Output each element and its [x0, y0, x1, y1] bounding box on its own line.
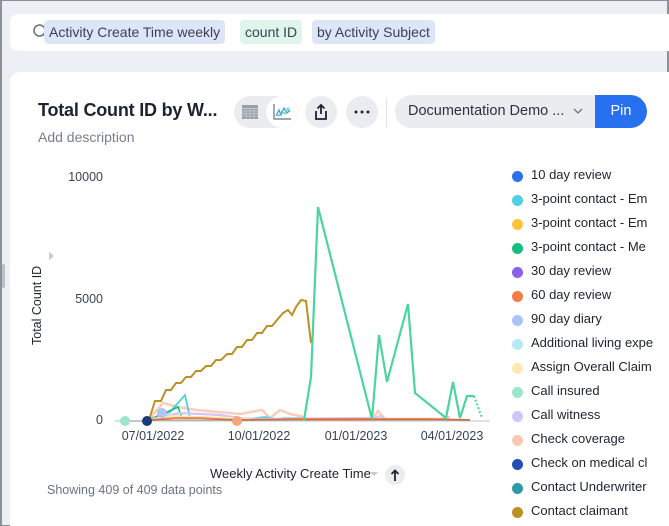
legend-dot-icon — [512, 339, 523, 350]
answer-card: Total Count ID by W... Add description — [10, 72, 669, 526]
series-call-witness — [147, 411, 386, 422]
view-toggle — [234, 96, 298, 128]
legend-item[interactable]: Contact Underwriter — [505, 478, 669, 502]
y-axis-menu-caret-icon[interactable] — [49, 252, 54, 260]
table-icon — [242, 105, 258, 119]
legend-dot-icon — [512, 219, 523, 230]
chevron-down-icon — [573, 108, 583, 114]
legend-dot-icon — [512, 195, 523, 206]
legend-dot-icon — [512, 267, 523, 278]
more-icon — [354, 110, 370, 114]
legend-label: Call insured — [531, 383, 600, 398]
search-token-group-by[interactable]: by Activity Subject — [312, 20, 435, 44]
marker-60-day-review — [232, 416, 242, 426]
x-tick-4: 04/01/2023 — [420, 429, 484, 443]
legend-item[interactable]: 30 day review — [505, 262, 669, 286]
chart-legend: 10 day review 3-point contact - Em 3-poi… — [505, 166, 669, 526]
legend-dot-icon — [512, 459, 523, 470]
legend-label: 60 day review — [531, 287, 612, 302]
sort-ascending-button[interactable] — [385, 465, 405, 485]
search-bar[interactable]: Activity Create Time weekly count ID by … — [10, 14, 669, 51]
legend-item[interactable]: 3-point contact - Em — [505, 214, 669, 238]
legend-item[interactable]: Contact claimant — [505, 502, 669, 526]
series-call-insured-partial — [473, 395, 483, 419]
legend-dot-icon — [512, 507, 523, 518]
more-options-button[interactable] — [346, 96, 378, 128]
legend-dot-icon — [512, 363, 523, 374]
line-chart-icon — [273, 104, 291, 120]
marker-check-on-medical — [142, 416, 152, 426]
legend-item[interactable]: 10 day review — [505, 166, 669, 190]
legend-label: 3-point contact - Em — [531, 191, 648, 206]
legend-item[interactable]: 3-point contact - Me — [505, 238, 669, 262]
legend-dot-icon — [512, 483, 523, 494]
legend-label: Contact claimant — [531, 503, 628, 518]
legend-label: Assign Overall Claim — [531, 359, 652, 374]
legend-label: 90 day diary — [531, 311, 602, 326]
y-tick-0: 0 — [96, 413, 103, 427]
marker-call-insured — [120, 416, 130, 426]
legend-dot-icon — [512, 315, 523, 326]
x-tick-1: 07/01/2022 — [121, 429, 185, 443]
legend-dot-icon — [512, 171, 523, 182]
window-border-left — [0, 0, 2, 526]
x-tick-3: 01/01/2023 — [324, 429, 388, 443]
legend-item[interactable]: Call witness — [505, 406, 669, 430]
arrow-up-icon — [390, 469, 400, 481]
share-icon — [315, 104, 327, 120]
y-tick-5000: 5000 — [75, 292, 103, 306]
series-contact-claimant — [148, 298, 312, 421]
panel-resize-handle[interactable] — [2, 264, 5, 288]
chart-view-button[interactable] — [266, 96, 298, 128]
answer-title[interactable]: Total Count ID by W... — [38, 100, 218, 120]
legend-item[interactable]: Additional living expe — [505, 334, 669, 358]
series-check-coverage — [147, 401, 451, 422]
legend-label: Check coverage — [531, 431, 625, 446]
legend-label: Contact Underwriter — [531, 479, 647, 494]
x-axis-menu-caret-icon[interactable] — [370, 472, 378, 476]
liveboard-select-value: Documentation Demo ... — [408, 103, 565, 119]
liveboard-select[interactable]: Documentation Demo ... — [395, 95, 601, 128]
legend-label: Call witness — [531, 407, 601, 422]
legend-dot-icon — [512, 243, 523, 254]
legend-label: Check on medical cl — [531, 455, 648, 470]
pin-button[interactable]: Pin — [595, 95, 647, 128]
legend-item[interactable]: Call insured — [505, 382, 669, 406]
share-button[interactable] — [305, 96, 337, 128]
legend-item[interactable]: Check on medical cl — [505, 454, 669, 478]
window-border-top — [0, 0, 669, 1]
series-call-insured — [302, 206, 474, 421]
legend-item[interactable]: Check coverage — [505, 430, 669, 454]
toolbar-divider — [386, 98, 387, 128]
legend-dot-icon — [512, 435, 523, 446]
legend-label: 10 day review — [531, 167, 612, 182]
search-token-attribute[interactable]: Activity Create Time weekly — [44, 20, 226, 44]
legend-label: 30 day review — [531, 263, 612, 278]
legend-item[interactable]: 3-point contact - Em — [505, 190, 669, 214]
y-tick-10000: 10000 — [68, 170, 103, 184]
add-description[interactable]: Add description — [38, 129, 135, 145]
search-token-measure[interactable]: count ID — [240, 20, 303, 44]
legend-item[interactable]: Assign Overall Claim — [505, 358, 669, 382]
legend-label: 3-point contact - Em — [531, 215, 648, 230]
legend-item[interactable]: 60 day review — [505, 286, 669, 310]
legend-label: Additional living expe — [531, 335, 654, 350]
legend-label: 3-point contact - Me — [531, 239, 646, 254]
marker-90-day-diary — [157, 408, 167, 418]
x-tick-2: 10/01/2022 — [227, 429, 291, 443]
legend-item[interactable]: 90 day diary — [505, 310, 669, 334]
legend-dot-icon — [512, 411, 523, 422]
x-axis-title[interactable]: Weekly Activity Create Time — [210, 466, 371, 481]
table-view-button[interactable] — [234, 96, 266, 128]
legend-dot-icon — [512, 291, 523, 302]
data-points-count: Showing 409 of 409 data points — [47, 483, 223, 497]
legend-dot-icon — [512, 387, 523, 398]
